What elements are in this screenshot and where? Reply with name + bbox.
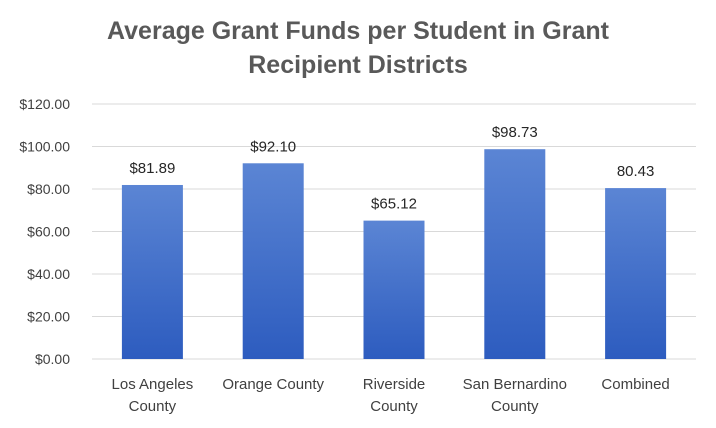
data-label: $65.12 (371, 196, 417, 213)
chart-title-line-2: Recipient Districts (248, 51, 468, 79)
category-label: County (129, 398, 177, 415)
bar (121, 184, 183, 359)
data-label: $92.10 (250, 138, 296, 155)
y-tick-label: $20.00 (27, 309, 70, 325)
category-label: County (370, 398, 418, 415)
category-label: Orange County (222, 376, 324, 393)
y-tick-label: $100.00 (19, 139, 70, 155)
bar (605, 188, 667, 359)
y-tick-label: $0.00 (35, 351, 70, 367)
data-label: $98.73 (492, 124, 538, 141)
y-tick-label: $80.00 (27, 181, 70, 197)
category-label: Los Angeles (112, 376, 194, 393)
data-label: 80.43 (617, 163, 655, 180)
category-label: Combined (601, 376, 669, 393)
y-tick-label: $40.00 (27, 266, 70, 282)
bar (363, 220, 425, 359)
data-label: $81.89 (129, 160, 175, 177)
chart-title-line-1: Average Grant Funds per Student in Grant (107, 17, 609, 45)
chart-title: Average Grant Funds per Student in Grant… (0, 14, 716, 82)
category-label: Riverside (363, 376, 426, 393)
y-tick-label: $120.00 (19, 96, 70, 112)
bar (242, 163, 304, 359)
y-tick-label: $60.00 (27, 224, 70, 240)
category-label: County (491, 398, 539, 415)
bar (484, 149, 546, 359)
category-label: San Bernardino (463, 376, 567, 393)
